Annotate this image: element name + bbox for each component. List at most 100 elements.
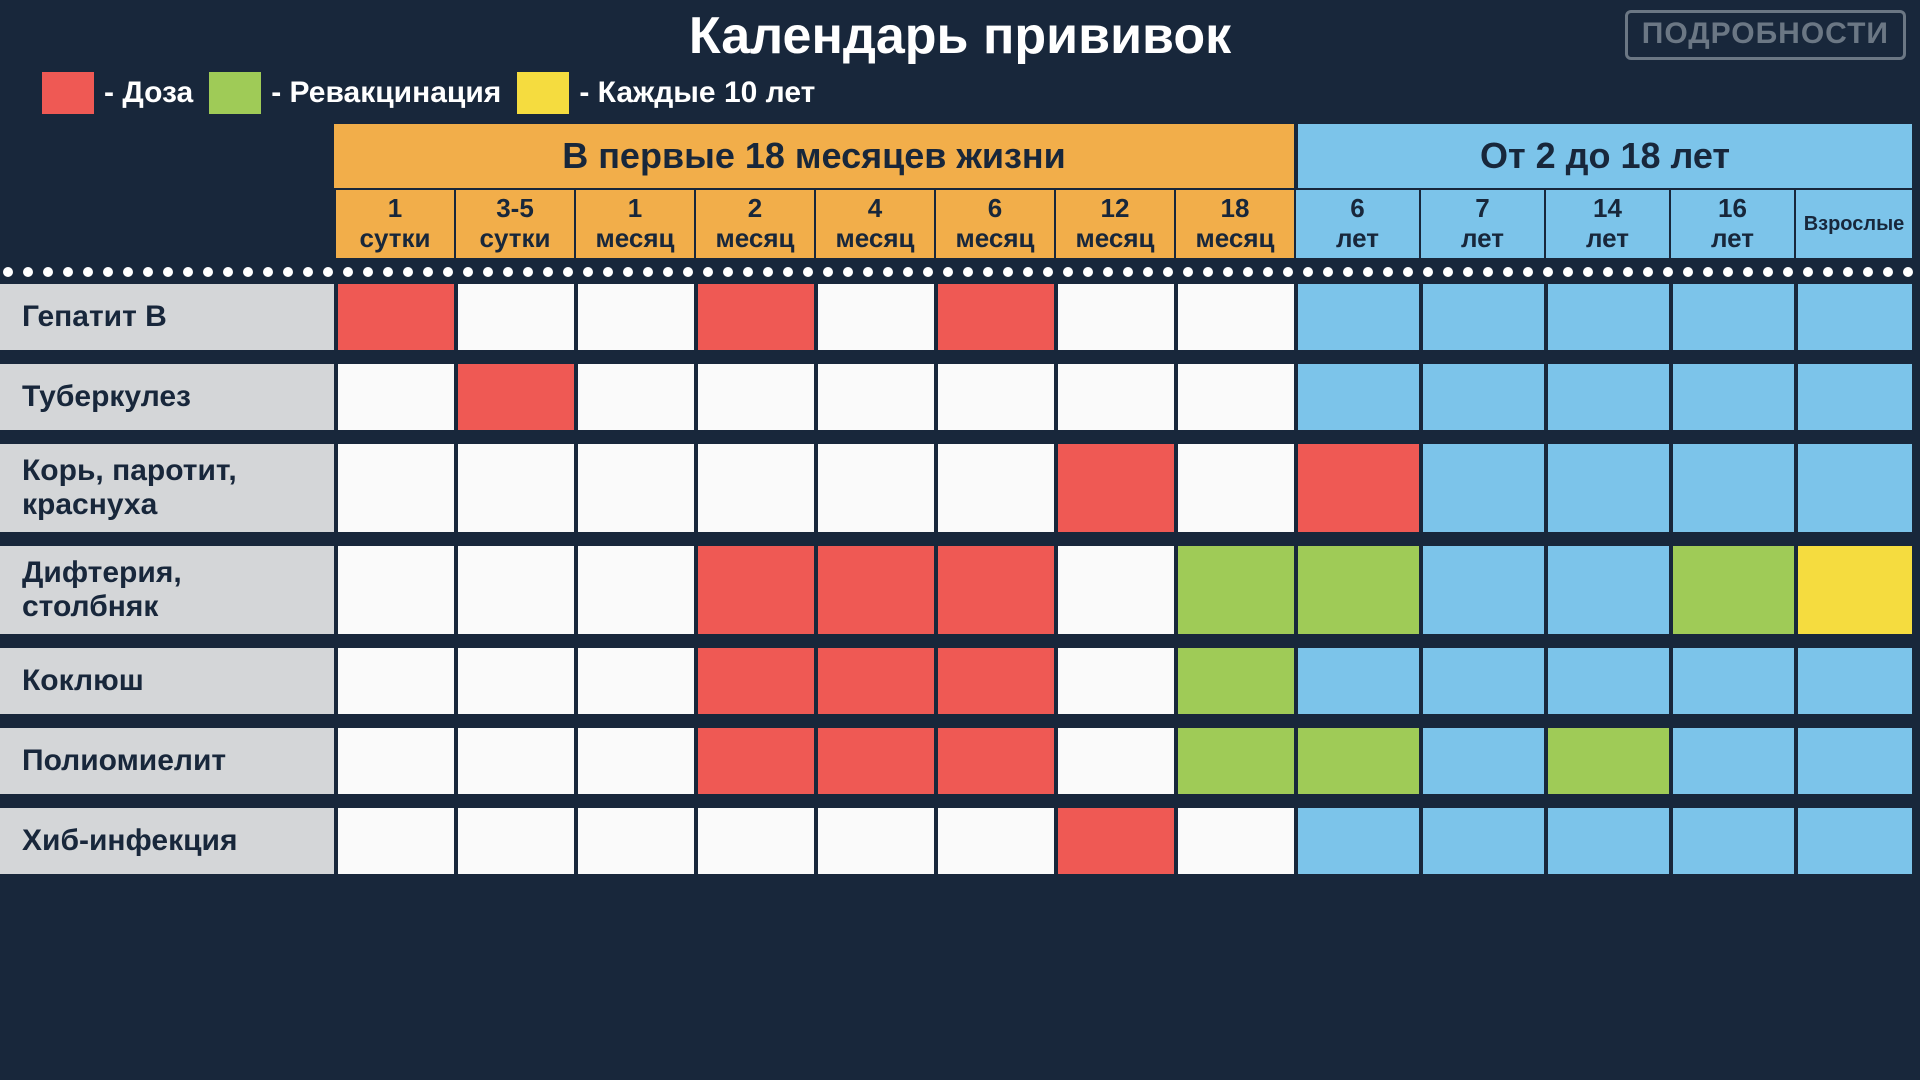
table-cell: [338, 648, 454, 714]
table-cell: [338, 728, 454, 794]
column-header: 7лет: [1419, 188, 1544, 258]
table-cell: [1548, 284, 1669, 350]
row-label-text: Корь, паротит, краснуха: [22, 454, 237, 523]
legend-item: - Ревакцинация: [209, 72, 501, 114]
row-label-text: Дифтерия, столбняк: [22, 556, 182, 625]
column-header-line2: лет: [1461, 224, 1504, 254]
table-cell: [1423, 444, 1544, 532]
table-cell: [1798, 284, 1912, 350]
table-cell: [1673, 284, 1794, 350]
table-cell: [938, 444, 1054, 532]
table-cell: [458, 284, 574, 350]
column-header-line2: месяц: [836, 224, 915, 254]
legend-label: - Ревакцинация: [271, 76, 501, 110]
column-group-row: В первые 18 месяцев жизниОт 2 до 18 лет: [0, 124, 1920, 188]
row-label: Хиб-инфекция: [0, 808, 334, 874]
table-cell: [1423, 546, 1544, 634]
table-row: Туберкулез: [0, 364, 1920, 430]
table-cell: [458, 546, 574, 634]
legend-swatch: [42, 72, 94, 114]
table-cell: [1548, 728, 1669, 794]
table-cell: [1548, 364, 1669, 430]
table-cell: [1058, 444, 1174, 532]
row-label: Корь, паротит, краснуха: [0, 444, 334, 532]
table-row: Коклюш: [0, 648, 1920, 714]
table-cell: [1298, 546, 1419, 634]
table-cell: [578, 648, 694, 714]
legend-label: - Доза: [104, 76, 193, 110]
table-cell: [818, 364, 934, 430]
table-cell: [1298, 444, 1419, 532]
row-gap: [0, 430, 1920, 444]
table-cell: [1673, 648, 1794, 714]
table-cell: [578, 808, 694, 874]
table-cell: [1058, 284, 1174, 350]
column-header: 6лет: [1294, 188, 1419, 258]
table-cell: [458, 444, 574, 532]
table-row: Хиб-инфекция: [0, 808, 1920, 874]
column-header-row: 1сутки3-5сутки1месяц2месяц4месяц6месяц12…: [0, 188, 1920, 258]
table-cell: [1673, 444, 1794, 532]
table-cell: [458, 808, 574, 874]
table-cell: [1058, 728, 1174, 794]
table-cell: [578, 728, 694, 794]
table-cell: [1423, 648, 1544, 714]
row-label-text: Гепатит В: [22, 300, 167, 335]
table-cell: [698, 444, 814, 532]
column-header: 1месяц: [574, 188, 694, 258]
table-cell: [938, 284, 1054, 350]
column-header: 12месяц: [1054, 188, 1174, 258]
column-header-line1: 18: [1221, 194, 1250, 224]
column-group: От 2 до 18 лет: [1294, 124, 1912, 188]
legend-label: - Каждые 10 лет: [579, 76, 815, 110]
column-header-line1: 2: [748, 194, 762, 224]
table-cell: [1798, 808, 1912, 874]
column-header-line2: месяц: [1076, 224, 1155, 254]
table-row: Полиомиелит: [0, 728, 1920, 794]
column-header-line1: Взрослые: [1804, 213, 1905, 236]
table-cell: [1178, 444, 1294, 532]
table-cell: [818, 546, 934, 634]
table-cell: [1798, 648, 1912, 714]
column-header-line2: месяц: [716, 224, 795, 254]
table-cell: [338, 546, 454, 634]
table-cell: [1548, 444, 1669, 532]
table-row: Корь, паротит, краснуха: [0, 444, 1920, 532]
table-cell: [578, 546, 694, 634]
table-cell: [698, 546, 814, 634]
table-cell: [938, 546, 1054, 634]
watermark-text: ПОДРОБНОСТИ: [1642, 17, 1889, 50]
table-cell: [818, 648, 934, 714]
table-cell: [698, 284, 814, 350]
legend: - Доза - Ревакцинация - Каждые 10 лет: [0, 66, 1920, 124]
table-cell: [1178, 284, 1294, 350]
table-cell: [1423, 284, 1544, 350]
table-cell: [938, 364, 1054, 430]
row-gap: [0, 634, 1920, 648]
table-cell: [818, 808, 934, 874]
table-cell: [1798, 444, 1912, 532]
table-cell: [1298, 364, 1419, 430]
table-cell: [1178, 728, 1294, 794]
table-cell: [818, 444, 934, 532]
table-cell: [698, 648, 814, 714]
table-cell: [938, 648, 1054, 714]
table-cell: [338, 808, 454, 874]
column-header-line1: 16: [1718, 194, 1747, 224]
legend-swatch: [517, 72, 569, 114]
row-label-text: Полиомиелит: [22, 744, 226, 779]
table-cell: [458, 364, 574, 430]
row-label-text: Туберкулез: [22, 380, 191, 415]
table-cell: [458, 728, 574, 794]
legend-swatch: [209, 72, 261, 114]
table-cell: [1673, 728, 1794, 794]
table-cell: [1548, 648, 1669, 714]
legend-item: - Каждые 10 лет: [517, 72, 815, 114]
column-header: 2месяц: [694, 188, 814, 258]
table-cell: [698, 364, 814, 430]
table-cell: [1058, 364, 1174, 430]
table-cell: [1178, 808, 1294, 874]
column-header-line2: лет: [1586, 224, 1629, 254]
table-cell: [818, 284, 934, 350]
table-cell: [938, 808, 1054, 874]
